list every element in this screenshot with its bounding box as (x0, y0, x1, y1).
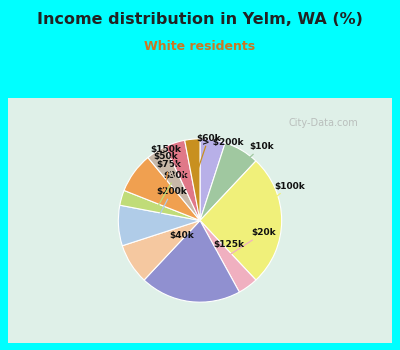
Wedge shape (148, 147, 200, 220)
Text: $50k: $50k (153, 152, 178, 180)
Text: $20k: $20k (229, 228, 276, 256)
Wedge shape (124, 158, 200, 220)
Wedge shape (144, 220, 239, 302)
Wedge shape (185, 139, 200, 220)
Text: Income distribution in Yelm, WA (%): Income distribution in Yelm, WA (%) (37, 12, 363, 27)
Text: > $200k: > $200k (202, 138, 244, 174)
Wedge shape (120, 190, 200, 220)
Wedge shape (200, 139, 225, 220)
Text: $75k: $75k (156, 160, 182, 191)
Wedge shape (122, 220, 200, 280)
Text: $60k: $60k (196, 134, 220, 173)
Wedge shape (200, 220, 256, 292)
Text: $200k: $200k (156, 187, 187, 221)
Text: $10k: $10k (225, 142, 274, 180)
Text: $150k: $150k (150, 145, 184, 176)
Text: $100k: $100k (247, 182, 305, 219)
Text: White residents: White residents (144, 40, 256, 53)
Text: City-Data.com: City-Data.com (288, 118, 358, 128)
Text: $125k: $125k (197, 240, 244, 264)
Wedge shape (200, 143, 256, 220)
Text: $40k: $40k (164, 231, 194, 243)
Text: $30k: $30k (158, 171, 188, 205)
Wedge shape (118, 205, 200, 246)
Wedge shape (165, 140, 200, 220)
Wedge shape (200, 161, 282, 280)
